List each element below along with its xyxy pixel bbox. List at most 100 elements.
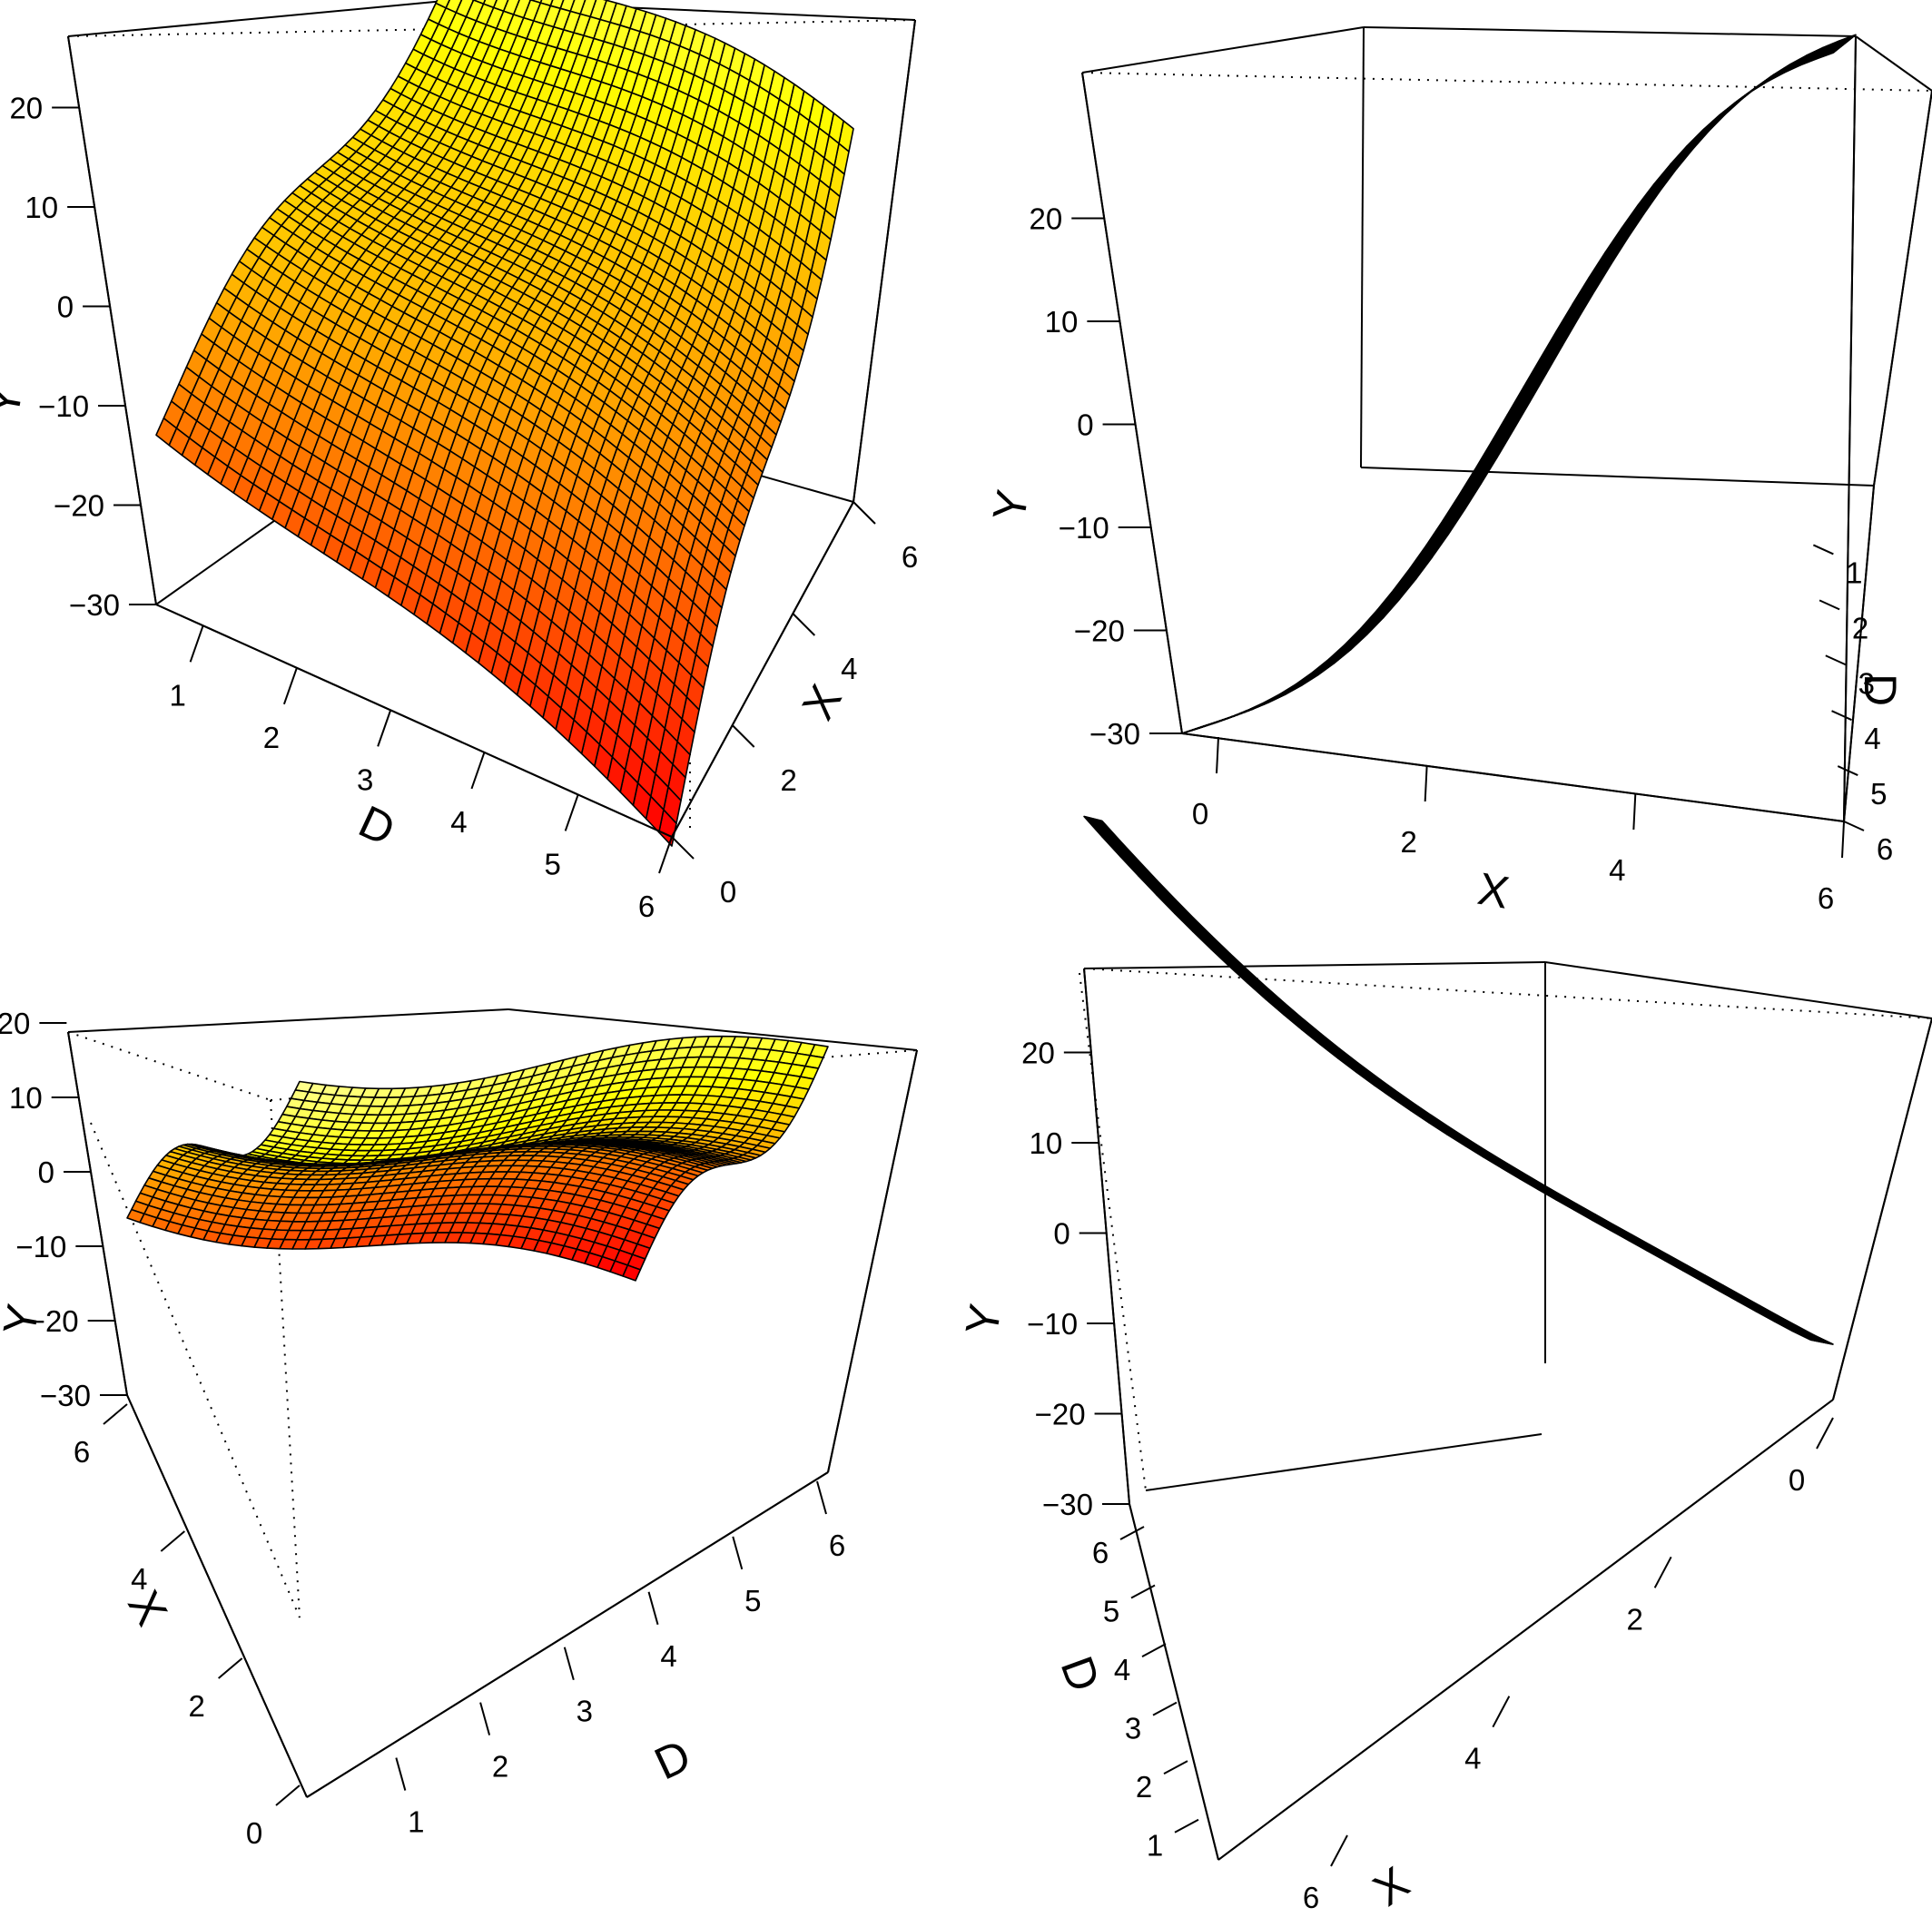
x2-tick-label: 6 [74, 1435, 90, 1469]
surface-facet [1756, 74, 1776, 87]
x2-tick-label: 4 [131, 1562, 147, 1596]
x2-tick-label: 5 [1870, 777, 1887, 811]
surface-facet [1838, 34, 1857, 43]
box-edge [1360, 26, 1365, 468]
x-axis-label: D [647, 1730, 698, 1790]
box-edge [1083, 968, 1932, 1019]
box-edge [1544, 961, 1932, 1019]
x-tick-label: 3 [577, 1695, 593, 1728]
box-edge [1181, 732, 1845, 822]
x2-axis-tick [1819, 599, 1840, 611]
surface-facet [155, 417, 178, 447]
x2-tick-label: 2 [1852, 611, 1868, 644]
box-edge [853, 19, 916, 503]
x-axis-tick [1216, 736, 1219, 774]
x-tick-label: 1 [408, 1805, 424, 1839]
y-tick-label: 20 [0, 1007, 30, 1040]
bounding-box-front [1081, 35, 1932, 822]
x-tick-label: 4 [660, 1639, 676, 1673]
x-axis-tick [732, 1536, 744, 1570]
bounding-box-front [67, 19, 916, 838]
x2-tick-label: 0 [246, 1816, 262, 1850]
x2-axis-tick [160, 1530, 185, 1552]
box-edge [126, 1394, 308, 1798]
y-tick-label: −30 [40, 1379, 91, 1412]
x-axis-tick [395, 1757, 407, 1791]
surface-facet [1723, 98, 1743, 115]
x2-tick-label: 2 [780, 763, 796, 797]
z-axis-label: Y [0, 382, 33, 421]
x-tick-label: 1 [169, 678, 185, 712]
surface-mesh [126, 1035, 829, 1282]
box-edge [1855, 35, 1932, 92]
x-tick-label: 0 [1192, 797, 1208, 831]
y-tick-label: 10 [9, 1081, 43, 1115]
x-axis-tick [1424, 764, 1428, 802]
box-edge [67, 35, 157, 605]
x2-tick-label: 3 [1858, 666, 1875, 700]
box-edge [306, 1471, 829, 1798]
x-tick-label: 6 [829, 1529, 845, 1562]
x2-axis-tick [1825, 654, 1847, 666]
box-edge [1873, 90, 1932, 487]
x2-tick-label: 4 [841, 652, 857, 685]
x2-axis-tick [1837, 765, 1858, 777]
x-axis-tick [377, 710, 392, 747]
x-axis-tick [189, 624, 204, 663]
x2-tick-label: 6 [902, 540, 918, 574]
x2-tick-label: 4 [1864, 722, 1880, 755]
x-axis-tick [563, 1647, 575, 1680]
box-edge [827, 1049, 918, 1473]
box-edge [1081, 26, 1365, 74]
box-edge [1145, 1433, 1543, 1491]
x2-axis-label: X [118, 1582, 177, 1634]
x-axis-tick [470, 752, 486, 790]
x2-tick-label: 0 [720, 875, 736, 909]
x-tick-label: 5 [545, 847, 561, 880]
y-tick-label: −30 [1089, 717, 1140, 751]
x-axis-tick [658, 836, 673, 874]
box-edge [67, 1031, 271, 1101]
x-axis-tick [816, 1480, 827, 1515]
x-axis-label: X [1474, 863, 1513, 919]
x2-axis-tick [1843, 821, 1865, 831]
surface-facet [1251, 701, 1270, 711]
box-edge [1081, 72, 1932, 92]
x-axis-label: D [351, 796, 402, 856]
x2-axis-tick [1812, 544, 1834, 555]
bounding-box [67, 1008, 918, 1618]
x2-tick-label: 6 [1877, 832, 1893, 866]
x-tick-label: 4 [450, 805, 467, 839]
box-edge [155, 604, 673, 838]
y-tick-label: −20 [28, 1304, 79, 1338]
box-edge [508, 1008, 918, 1051]
y-tick-label: −10 [38, 389, 89, 423]
x-tick-label: 2 [263, 721, 280, 754]
x2-axis-tick [671, 836, 695, 860]
box-edge [1843, 485, 1875, 822]
x2-tick-label: 2 [188, 1689, 204, 1723]
y-tick-label: 20 [9, 92, 43, 125]
x-tick-label: 5 [744, 1584, 761, 1617]
bounding-box [1079, 961, 1932, 1491]
y-tick-label: 10 [1045, 305, 1079, 339]
surface-mesh [155, 0, 854, 847]
box-edge [67, 1031, 128, 1396]
surface-facet [1202, 720, 1221, 728]
x-axis-tick [1632, 792, 1637, 831]
bounding-box [1081, 26, 1932, 487]
box-edge [1363, 26, 1857, 37]
x-tick-label: 6 [1818, 881, 1834, 915]
surface-facet [1218, 714, 1237, 723]
y-tick-label: −20 [54, 489, 104, 523]
y-tick-label: −20 [1074, 614, 1125, 648]
surface-mesh [1083, 815, 1834, 1345]
surface-mesh [1181, 34, 1857, 734]
bounding-box-front [67, 1031, 918, 1798]
x-tick-label: 4 [1609, 853, 1625, 887]
